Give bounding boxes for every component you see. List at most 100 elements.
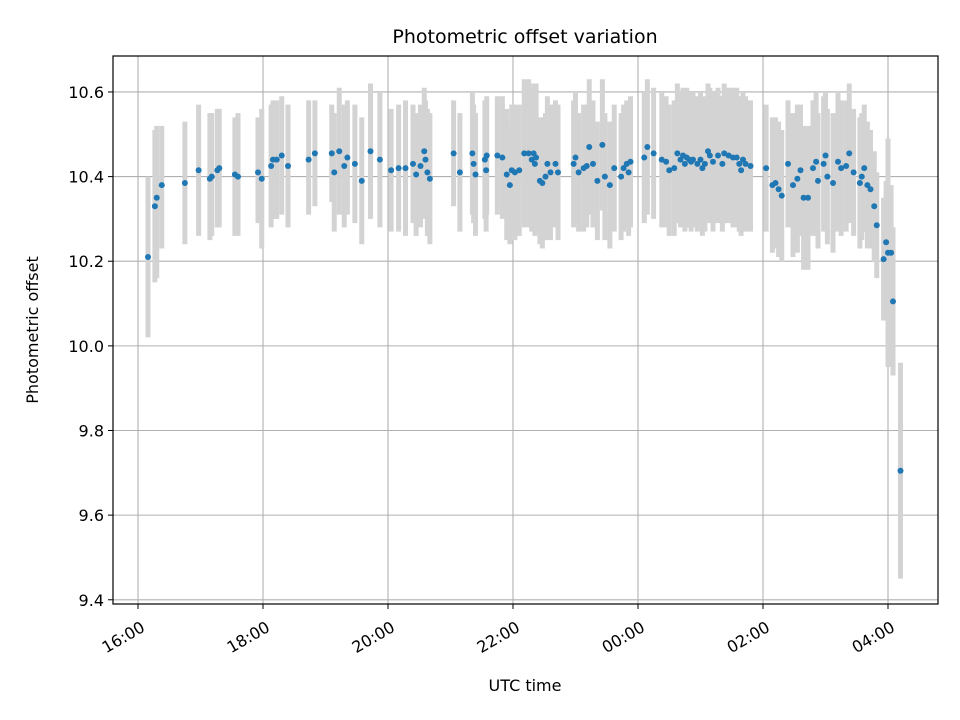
data-point xyxy=(255,169,261,176)
data-point xyxy=(594,177,601,184)
data-point xyxy=(719,160,726,167)
data-points xyxy=(145,141,904,474)
data-point xyxy=(285,163,291,170)
data-point xyxy=(472,171,479,178)
data-point xyxy=(888,249,895,256)
data-point xyxy=(880,256,887,263)
data-point xyxy=(181,179,188,186)
data-point xyxy=(586,143,593,150)
data-point xyxy=(846,150,853,157)
data-point xyxy=(606,182,613,189)
data-point xyxy=(410,160,416,167)
data-point xyxy=(710,158,716,165)
data-point xyxy=(772,179,779,186)
data-point xyxy=(690,156,696,163)
data-point xyxy=(331,169,338,176)
data-point xyxy=(843,163,850,170)
data-point xyxy=(422,156,429,163)
data-point xyxy=(533,154,540,161)
data-point xyxy=(810,165,816,172)
data-point xyxy=(278,152,285,159)
data-point xyxy=(706,152,713,159)
y-tick-label: 10.6 xyxy=(68,83,104,102)
x-axis-title: UTC time xyxy=(489,676,562,695)
data-point xyxy=(835,158,841,165)
data-point xyxy=(627,158,634,165)
data-point xyxy=(572,154,579,161)
data-point xyxy=(644,143,651,150)
data-point xyxy=(820,160,827,167)
data-point xyxy=(483,167,490,174)
y-tick-label: 10.0 xyxy=(68,337,104,356)
data-point xyxy=(499,154,506,161)
data-point xyxy=(785,160,791,167)
data-point xyxy=(778,192,785,199)
data-point xyxy=(830,179,836,186)
data-point xyxy=(413,171,420,178)
data-point xyxy=(305,156,312,163)
data-point xyxy=(503,171,510,178)
data-point xyxy=(336,148,343,155)
data-point xyxy=(861,165,868,172)
data-point xyxy=(516,167,523,174)
data-point xyxy=(742,160,749,167)
data-point xyxy=(424,169,431,176)
data-point xyxy=(376,156,383,163)
data-point xyxy=(583,163,590,170)
data-point xyxy=(506,182,513,189)
data-point xyxy=(867,186,874,193)
data-point xyxy=(736,160,743,167)
data-point xyxy=(542,173,549,180)
data-point xyxy=(525,150,532,157)
y-tick-label: 10.4 xyxy=(68,168,104,187)
data-point xyxy=(641,154,648,161)
data-point xyxy=(620,165,627,172)
data-point xyxy=(351,160,358,167)
data-point xyxy=(402,165,409,172)
data-point xyxy=(552,160,559,167)
plot-frame xyxy=(112,55,939,605)
data-point xyxy=(494,152,501,159)
data-point xyxy=(601,173,608,180)
data-point xyxy=(539,179,546,186)
data-point xyxy=(426,175,433,182)
data-point xyxy=(195,167,202,174)
data-point xyxy=(395,165,402,172)
data-point xyxy=(694,160,701,167)
data-point xyxy=(822,152,829,159)
data-point xyxy=(151,203,158,210)
data-point xyxy=(794,175,801,182)
data-point xyxy=(697,156,704,163)
data-point xyxy=(650,150,657,157)
data-point xyxy=(450,150,457,157)
data-point xyxy=(671,165,678,172)
data-point xyxy=(341,163,348,170)
data-point xyxy=(813,158,820,165)
data-point xyxy=(208,173,215,180)
data-point xyxy=(701,160,708,167)
data-point xyxy=(469,150,476,157)
y-tick-label: 9.4 xyxy=(79,591,104,610)
data-point xyxy=(153,194,160,201)
data-point xyxy=(483,152,490,159)
data-point xyxy=(555,169,561,176)
data-point xyxy=(388,167,395,174)
data-point xyxy=(311,150,318,157)
y-tick-label: 9.6 xyxy=(79,506,104,525)
data-point xyxy=(666,167,673,174)
data-point xyxy=(158,182,165,189)
data-point xyxy=(216,165,223,172)
data-point xyxy=(790,182,796,189)
y-axis-ticks: 9.4 9.6 9.8 10.0 10.2 10.4 10.6 xyxy=(68,83,113,610)
data-point xyxy=(856,179,863,186)
data-point xyxy=(797,167,804,174)
data-point xyxy=(824,173,831,180)
data-point xyxy=(864,182,871,189)
data-point xyxy=(235,173,241,180)
data-point xyxy=(674,150,681,157)
data-point xyxy=(456,169,463,176)
data-point xyxy=(570,160,577,167)
data-point xyxy=(738,167,745,174)
data-point xyxy=(531,160,538,167)
